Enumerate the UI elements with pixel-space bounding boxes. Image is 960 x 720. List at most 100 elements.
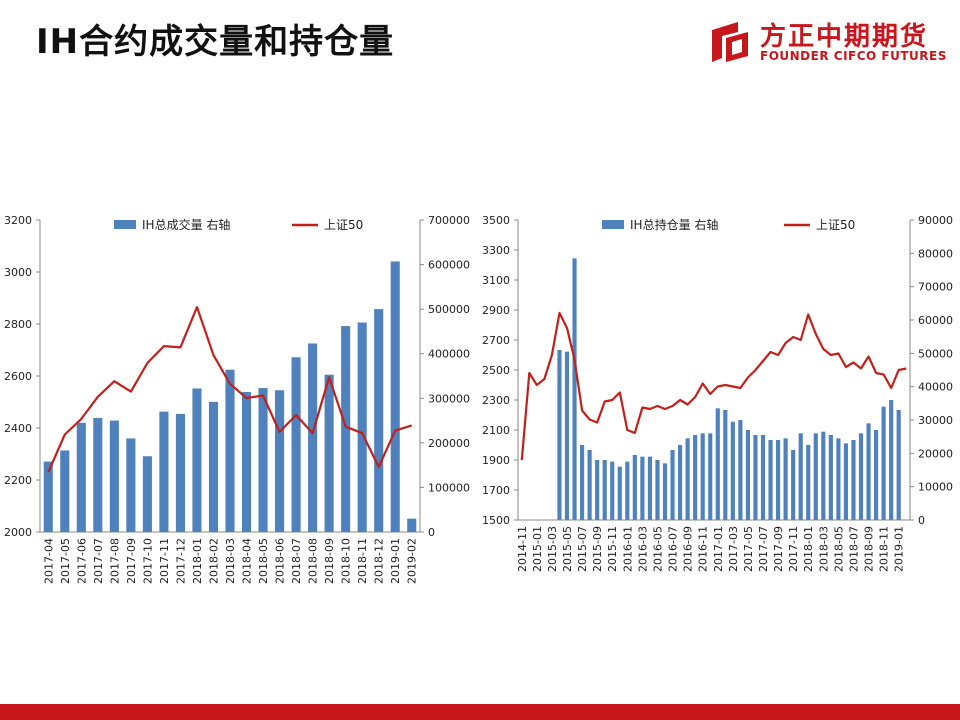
left-axis-tick-label: 1500 (482, 514, 510, 527)
bar-2016-05 (655, 460, 660, 520)
bar-2017-04 (43, 461, 53, 532)
bar-2017-02 (723, 410, 728, 520)
x-axis-tick-label: 2017-01 (712, 526, 725, 572)
x-axis-tick-label: 2019-01 (389, 538, 402, 584)
x-axis-tick-label: 2015-01 (531, 526, 544, 572)
bar-2019-02 (407, 518, 417, 532)
x-axis-tick-label: 2015-03 (546, 526, 559, 572)
x-axis-tick-label: 2018-01 (191, 538, 204, 584)
bar-2018-01 (192, 388, 202, 532)
right-axis-tick-label: 40000 (918, 381, 953, 394)
bar-2017-09 (126, 438, 136, 532)
bar-2017-08 (768, 440, 773, 520)
bar-2018-04 (828, 435, 833, 520)
x-axis-tick-label: 2017-08 (108, 538, 121, 584)
bar-2016-12 (708, 433, 713, 520)
right-axis-tick-label: 0 (918, 514, 925, 527)
right-axis-tick-label: 20000 (918, 447, 953, 460)
x-axis-tick-label: 2017-09 (125, 538, 138, 584)
bar-2018-12 (889, 400, 894, 520)
bar-2018-07 (851, 440, 856, 520)
x-axis-tick-label: 2016-07 (667, 526, 680, 572)
x-axis-tick-label: 2016-09 (682, 526, 695, 572)
right-axis-tick-label: 70000 (918, 281, 953, 294)
x-axis-tick-label: 2017-05 (742, 526, 755, 572)
bar-2016-07 (670, 450, 675, 520)
x-axis-tick-label: 2014-11 (516, 526, 529, 572)
bar-2015-06 (572, 258, 577, 520)
x-axis-tick-label: 2018-06 (274, 538, 287, 584)
x-axis-tick-label: 2017-04 (42, 538, 55, 584)
x-axis-tick-label: 2018-09 (323, 538, 336, 584)
bar-2017-10 (142, 456, 152, 532)
bar-2018-12 (374, 309, 384, 532)
x-axis-tick-label: 2017-11 (158, 538, 171, 584)
x-axis-tick-label: 2017-12 (174, 538, 187, 584)
x-axis-tick-label: 2015-05 (561, 526, 574, 572)
bar-2018-11 (881, 406, 886, 520)
x-axis-tick-label: 2018-11 (878, 526, 891, 572)
open-interest-chart: 1500 1700 1900 2100 2300 2500 2700 2900 3100 3300… (482, 214, 953, 572)
right-axis-tick-label: 400000 (428, 348, 470, 361)
right-axis-tick-label: 80000 (918, 247, 953, 260)
bar-2017-04 (738, 420, 743, 520)
bar-2017-06 (753, 435, 758, 520)
x-axis-tick-label: 2017-07 (92, 538, 105, 584)
bar-2017-11 (791, 450, 796, 520)
left-axis-tick-label: 2200 (4, 474, 32, 487)
legend-bar-swatch (114, 220, 136, 229)
right-axis-tick-label: 200000 (428, 437, 470, 450)
x-axis-tick-label: 2019-02 (406, 538, 419, 584)
bar-2017-12 (798, 433, 803, 520)
x-axis-tick-label: 2017-11 (787, 526, 800, 572)
bar-2017-03 (730, 421, 735, 520)
right-axis-tick-label: 100000 (428, 481, 470, 494)
bar-2017-05 (745, 430, 750, 520)
legend-line-label: 上证50 (816, 218, 855, 232)
x-axis-tick-label: 2018-05 (832, 526, 845, 572)
x-axis-tick-label: 2018-05 (257, 538, 270, 584)
legend-bar-swatch (602, 220, 624, 229)
left-axis-tick-label: 2700 (482, 334, 510, 347)
index-line (520, 311, 907, 461)
x-axis-tick-label: 2018-03 (817, 526, 830, 572)
bar-2016-01 (625, 461, 630, 520)
x-axis-tick-label: 2018-08 (307, 538, 320, 584)
x-axis-tick-label: 2019-01 (893, 526, 906, 572)
left-axis-tick-label: 1700 (482, 484, 510, 497)
index-line (47, 305, 413, 473)
right-axis-tick-label: 0 (428, 526, 435, 539)
logo-name: 方正中期期货 (760, 22, 929, 52)
x-axis-tick-label: 2018-11 (356, 538, 369, 584)
bar-2018-05 (258, 388, 268, 532)
bar-2019-01 (390, 261, 400, 532)
bar-2018-06 (275, 390, 285, 532)
bar-2018-10 (874, 430, 879, 520)
left-axis-tick-label: 3200 (4, 214, 32, 227)
x-axis-tick-label: 2017-06 (75, 538, 88, 584)
left-axis-tick-label: 2400 (4, 422, 32, 435)
bar-2015-08 (587, 450, 592, 520)
bar-2015-11 (610, 461, 615, 520)
x-axis-tick-label: 2017-05 (59, 538, 72, 584)
x-axis-tick-label: 2018-02 (207, 538, 220, 584)
x-axis-tick-label: 2015-11 (606, 526, 619, 572)
bar-2016-02 (632, 455, 637, 520)
bar-2017-10 (783, 438, 788, 520)
bar-2018-01 (806, 445, 811, 520)
right-axis-tick-label: 10000 (918, 481, 953, 494)
left-axis-tick-label: 2100 (482, 424, 510, 437)
right-axis-tick-label: 500000 (428, 303, 470, 316)
x-axis-tick-label: 2017-09 (772, 526, 785, 572)
bar-2018-08 (308, 343, 318, 532)
x-axis-tick-label: 2015-07 (576, 526, 589, 572)
x-axis-tick-label: 2017-03 (727, 526, 740, 572)
bar-2015-04 (557, 350, 562, 520)
right-axis-tick-label: 60000 (918, 314, 953, 327)
x-axis-tick-label: 2018-07 (290, 538, 303, 584)
bar-2017-07 (760, 435, 766, 520)
left-axis-tick-label: 3100 (482, 274, 510, 287)
bar-2016-08 (678, 445, 683, 520)
bar-2018-07 (291, 357, 301, 532)
x-axis-tick-label: 2017-07 (757, 526, 770, 572)
